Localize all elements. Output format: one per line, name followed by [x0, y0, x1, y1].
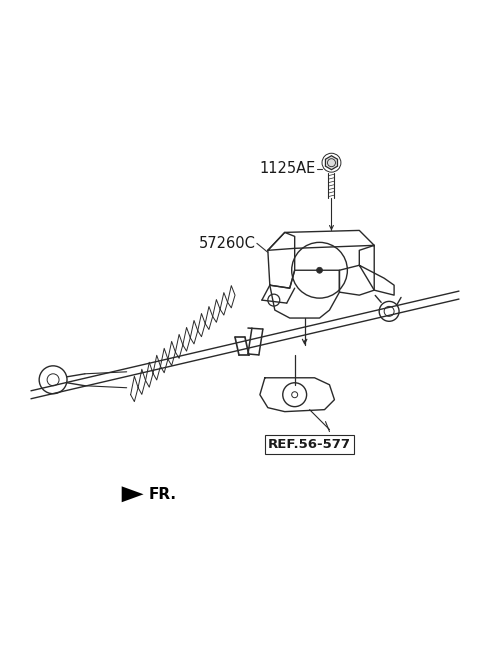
Text: FR.: FR. — [148, 487, 177, 502]
Text: 57260C: 57260C — [199, 236, 256, 251]
Circle shape — [292, 392, 298, 398]
Text: 1125AE: 1125AE — [259, 161, 315, 176]
Polygon shape — [122, 486, 144, 502]
Text: REF.56-577: REF.56-577 — [268, 438, 351, 451]
Polygon shape — [325, 156, 337, 170]
Circle shape — [316, 267, 323, 273]
